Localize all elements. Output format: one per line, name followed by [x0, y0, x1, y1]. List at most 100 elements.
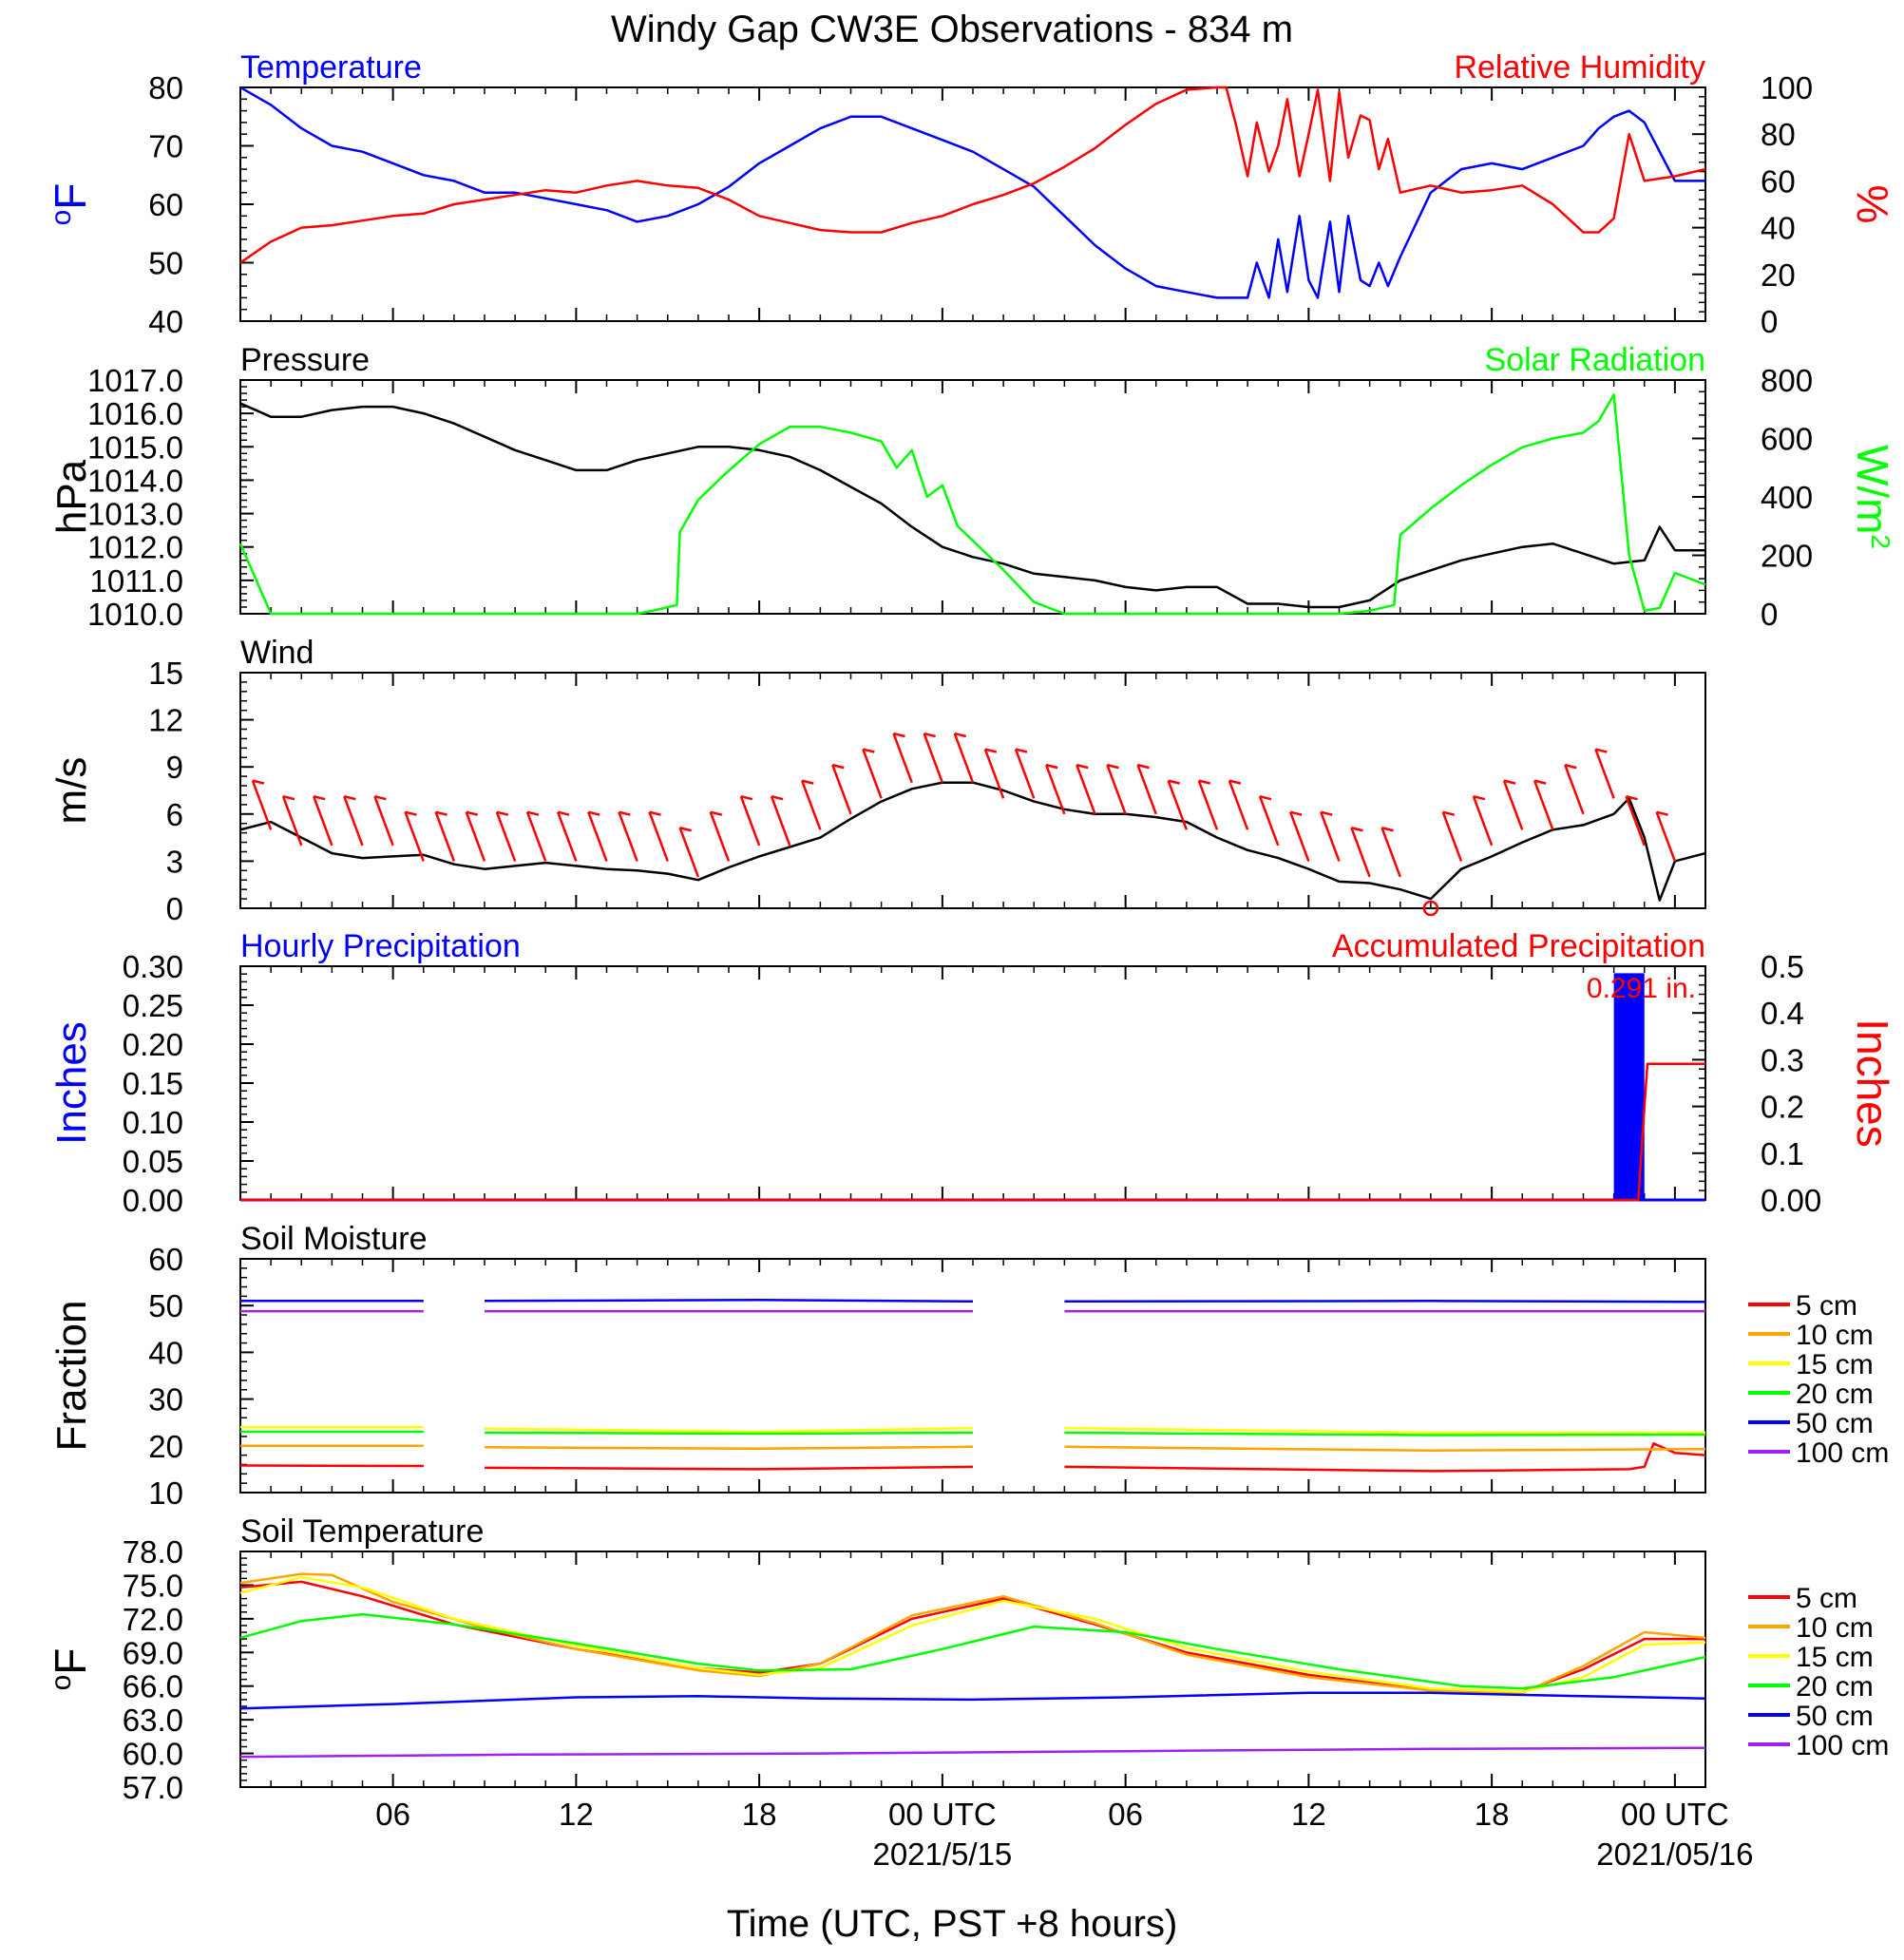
y-tick-label-right: 0.2	[1761, 1090, 1804, 1125]
wind-barb-flag	[1595, 748, 1608, 753]
x-tick-label: 18	[742, 1797, 777, 1832]
y-axis-label-left: m/s	[48, 757, 95, 825]
y-tick-label-right: 0.5	[1761, 949, 1804, 984]
panel-left-title: Wind	[240, 635, 314, 671]
y-tick-label: 60	[148, 1242, 183, 1277]
y-tick-label: 0.15	[123, 1066, 183, 1101]
y-tick-label-right: 60	[1761, 163, 1796, 199]
wind-barb-flag	[1045, 763, 1058, 770]
legend-label: 10 cm	[1796, 1320, 1874, 1351]
legend-label: 5 cm	[1796, 1290, 1857, 1322]
wind-barb	[1136, 764, 1157, 815]
wind-barb-flag	[710, 810, 723, 816]
legend-label: 15 cm	[1796, 1349, 1874, 1380]
wind-barb	[434, 811, 456, 862]
y-tick-label-right: 0.1	[1761, 1136, 1804, 1171]
plot-frame	[239, 965, 1706, 1201]
precip-bar	[1613, 973, 1645, 1200]
wind-barb	[892, 733, 913, 784]
legend-label: 5 cm	[1796, 1583, 1857, 1614]
series-15-cm	[1064, 1426, 1705, 1435]
x-tick-label: 06	[375, 1797, 410, 1832]
wind-barb	[1350, 827, 1371, 878]
panel-soil-temperature: 06 12 18 00 UTC 2021/5/15 06 12 18 00 UTC 2021/05…	[46, 1513, 1890, 1872]
wind-barb-flag	[1564, 763, 1577, 770]
wind-barb-flag	[374, 794, 387, 801]
wind-barb-flag	[1228, 779, 1242, 785]
y-tick-label: 63.0	[123, 1703, 183, 1738]
y-tick-label: 1014.0	[87, 463, 183, 498]
series-5-cm	[239, 1464, 424, 1468]
y-axis-label-left: oF	[46, 1648, 96, 1691]
y-tick-label-right: 0.4	[1761, 996, 1804, 1031]
panel-left-title: Temperature	[240, 49, 422, 86]
y-tick-label: 80	[148, 70, 183, 105]
wind-barb-flag	[1442, 810, 1456, 816]
y-tick-label: 1011.0	[90, 563, 183, 599]
plot-frame	[239, 672, 1706, 909]
wind-barb-flag	[1076, 763, 1089, 770]
wind-barb	[1441, 811, 1463, 862]
y-tick-label-right: 200	[1761, 539, 1813, 574]
y-tick-label: 40	[148, 304, 183, 339]
wind-barb-flag	[343, 794, 356, 801]
x-date-label: 2021/5/15	[872, 1836, 1012, 1872]
series-20-cm	[1064, 1431, 1706, 1437]
panel-right-title: Solar Radiation	[1485, 342, 1705, 378]
legend-label: 100 cm	[1796, 1730, 1889, 1761]
panel-left-title: Soil Temperature	[240, 1513, 484, 1550]
y-tick-label: 0.25	[123, 988, 183, 1023]
y-tick-label: 1012.0	[87, 530, 183, 565]
series-100-cm	[239, 1746, 1706, 1759]
y-tick-label-right: 0	[1761, 597, 1778, 632]
x-tick-label: 06	[1108, 1797, 1143, 1832]
y-tick-label-right: 0	[1761, 304, 1778, 339]
wind-barb	[739, 795, 761, 847]
wind-barb	[1380, 827, 1401, 878]
wind-barb	[1655, 811, 1677, 862]
wind-barb-flag	[1259, 794, 1272, 801]
wind-barb-flag	[801, 779, 814, 785]
y-tick-label: 72.0	[123, 1602, 183, 1637]
wind-barb-flag	[405, 810, 417, 816]
y-axis-label-left: Inches	[48, 1021, 95, 1145]
wind-barb-flag	[1137, 763, 1150, 770]
y-tick-label: 69.0	[123, 1635, 183, 1670]
wind-barb-flag	[313, 794, 326, 801]
wind-barb	[953, 733, 975, 784]
wind-barb-flag	[1351, 827, 1363, 832]
y-tick-label: 57.0	[123, 1770, 183, 1805]
wind-barb	[678, 827, 700, 878]
y-tick-label: 20	[148, 1429, 183, 1464]
x-axis-label: Time (UTC, PST +8 hours)	[727, 1903, 1178, 1945]
wind-barb	[709, 811, 731, 862]
wind-barb	[465, 811, 486, 862]
wind-barb-flag	[496, 810, 509, 816]
wind-barb-flag	[1533, 779, 1547, 785]
accumulated-annotation: 0.291 in.	[1587, 973, 1696, 1004]
wind-barb	[343, 795, 364, 847]
plot-frame	[239, 379, 1706, 615]
y-tick-label: 78.0	[123, 1534, 183, 1570]
y-tick-label: 1017.0	[87, 363, 183, 398]
series-10-cm	[484, 1445, 974, 1451]
y-tick-label: 6	[166, 797, 183, 832]
y-tick-label-right: 40	[1761, 211, 1796, 246]
y-tick-label: 9	[166, 750, 183, 785]
y-tick-label: 0.10	[123, 1105, 183, 1140]
wind-barb	[1106, 764, 1127, 815]
wind-barb	[1228, 780, 1249, 830]
series-50-cm	[484, 1299, 974, 1303]
wind-barb-flag	[526, 810, 540, 816]
y-tick-label: 1015.0	[87, 429, 183, 465]
wind-barb	[1167, 780, 1189, 830]
y-tick-label: 60.0	[123, 1737, 183, 1772]
y-tick-label-right: 0.3	[1761, 1042, 1804, 1077]
wind-barb	[800, 780, 822, 830]
y-tick-label-right: 20	[1761, 257, 1796, 293]
y-tick-label: 0	[166, 891, 183, 926]
chart-title: Windy Gap CW3E Observations - 834 m	[611, 9, 1293, 50]
y-tick-label: 66.0	[123, 1669, 183, 1704]
legend-label: 100 cm	[1796, 1437, 1889, 1469]
